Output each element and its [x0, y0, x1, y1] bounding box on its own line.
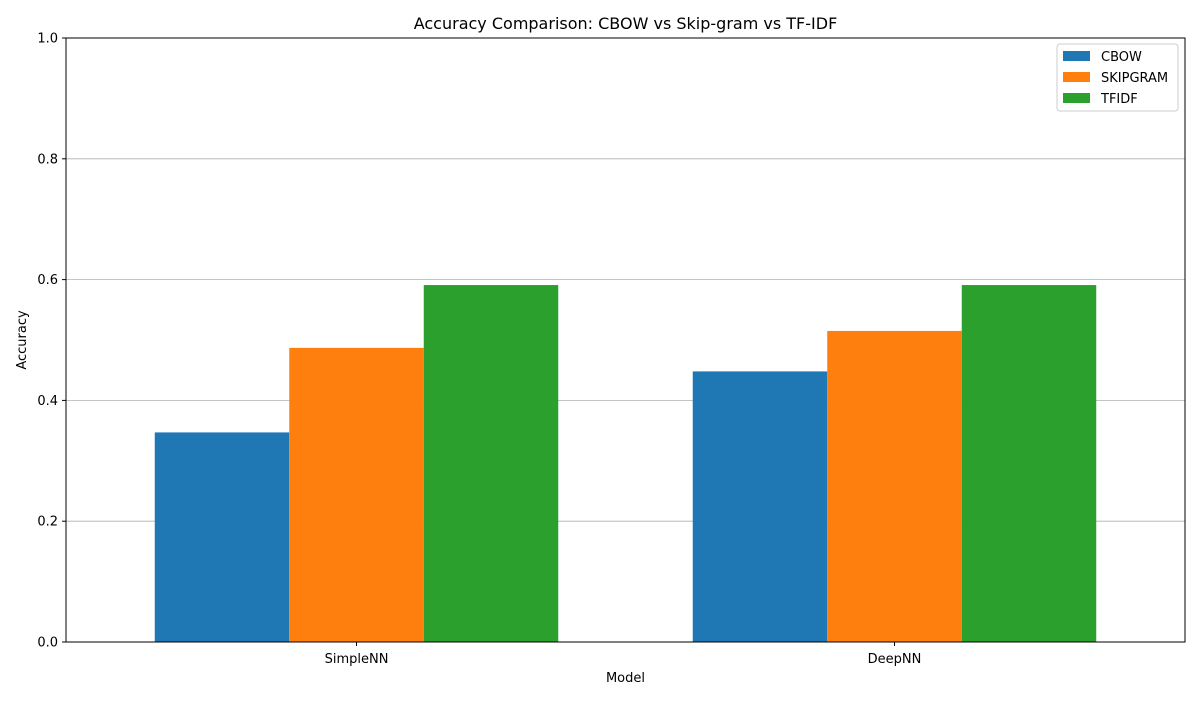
y-tick-label: 0.6: [37, 273, 58, 288]
legend-label-tfidf: TFIDF: [1100, 92, 1138, 107]
bar-tfidf-deepnn: [961, 285, 1097, 642]
x-axis: SimpleNN DeepNN: [325, 642, 922, 667]
legend-swatch-cbow: [1063, 51, 1090, 61]
legend-label-skipgram: SKIPGRAM: [1101, 71, 1168, 86]
y-tick-label: 0.0: [37, 636, 58, 651]
y-tick-label: 0.8: [37, 152, 58, 167]
legend: CBOW SKIPGRAM TFIDF: [1056, 43, 1179, 112]
plot-frame: [65, 37, 1186, 643]
bar-skipgram-simplenn: [289, 347, 424, 642]
legend-label-cbow: CBOW: [1101, 50, 1142, 65]
x-tick-label: DeepNN: [868, 652, 922, 667]
x-tick-label: SimpleNN: [325, 652, 389, 667]
bar-cbow-deepnn: [692, 371, 828, 642]
legend-swatch-skipgram: [1063, 72, 1090, 82]
bar-skipgram-deepnn: [827, 330, 962, 642]
bar-tfidf-simplenn: [423, 285, 559, 642]
y-tick-label: 0.2: [37, 515, 58, 530]
y-tick-label: 1.0: [37, 32, 58, 47]
legend-swatch-tfidf: [1063, 93, 1090, 103]
x-axis-label: Model: [606, 671, 645, 686]
bar-cbow-simplenn: [154, 432, 290, 642]
y-axis: 0.0 0.2 0.4 0.6 0.8 1.0: [37, 32, 66, 651]
chart-title: Accuracy Comparison: CBOW vs Skip-gram v…: [414, 14, 838, 33]
bars: [154, 285, 1097, 642]
y-axis-label: Accuracy: [15, 310, 30, 370]
y-tick-label: 0.4: [37, 394, 58, 409]
